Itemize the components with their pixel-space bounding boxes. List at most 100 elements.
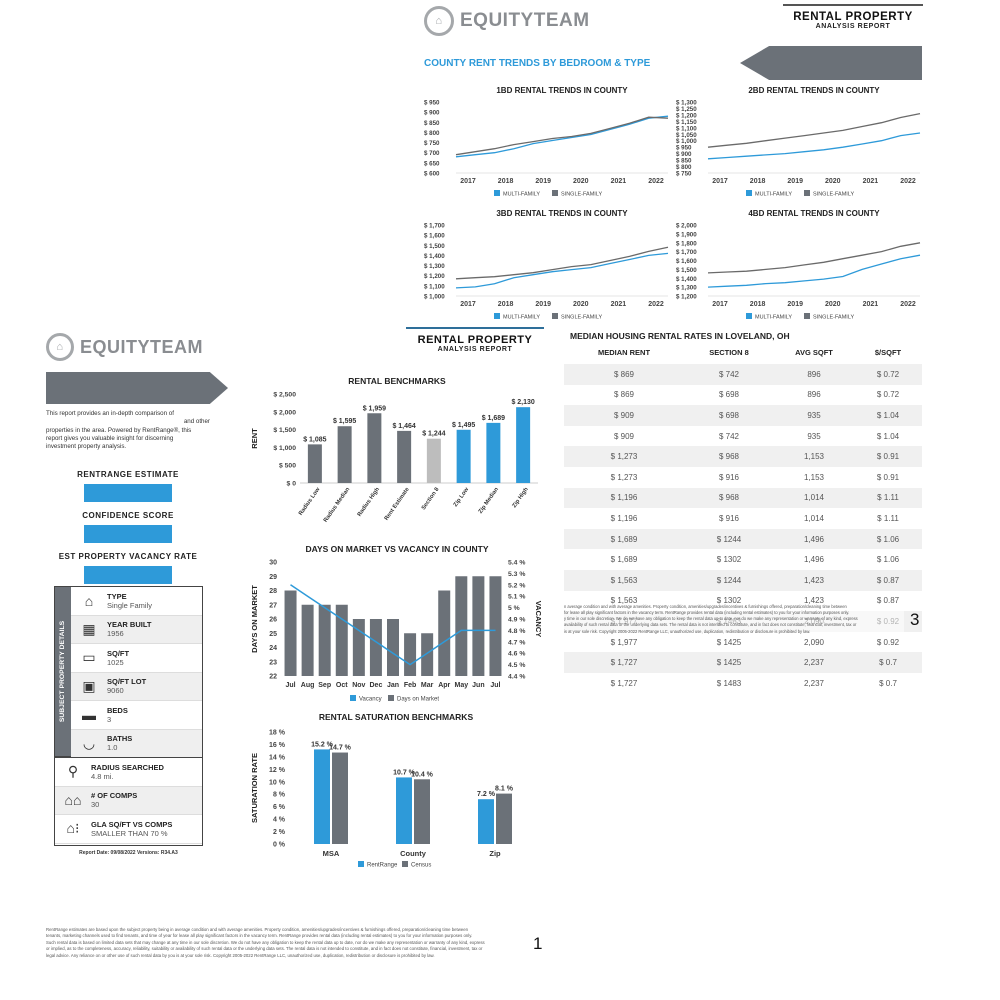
y-tick-label: 26 [269,617,277,624]
detail-value: 3 [107,714,112,724]
legend-swatch [350,695,356,701]
median-row: $ 1,196 $ 916 1,014 $ 1.11 [564,508,922,529]
y-tick-label: $ 2,500 [273,392,296,399]
y-tick-label: $ 1,050 [676,132,697,139]
y-tick-label: $ 1,200 [676,294,697,301]
y-tick-label: 28 [269,588,277,595]
median-cell: $ 1.06 [876,555,900,565]
logo-house-icon-left: ⌂ [46,333,74,361]
detail-label: SQ/FT LOT [107,677,147,687]
gla-compare-icon: ⌂⁝ [66,820,80,837]
median-row: $ 909 $ 742 935 $ 1.04 [564,426,922,447]
detail-label: YEAR BUILT [107,620,152,630]
series-line [707,242,921,274]
median-cell: $ 1,727 [564,652,684,673]
median-cell: $ 1244 [684,569,774,591]
median-cell: $ 1425 [716,637,742,647]
median-row: $ 1,563 $ 1244 1,423 $ 0.87 [564,569,922,591]
y-tick-label: $ 900 [676,151,692,158]
median-cell: $ 916 [718,513,740,523]
y-tick-label: $ 2,000 [273,409,296,416]
confidence-bar [84,525,172,543]
bar-value-label: $ 1,689 [482,415,505,422]
y-tick-label: $ 650 [424,160,440,167]
y-tick-label: $ 1,500 [424,243,445,250]
x-tick-label: MSA [323,849,340,858]
x-tick-label: 2019 [535,178,551,185]
disclaimer-line-2: tenants, marketing channels used to find… [46,933,473,939]
chart-days-vacancy: DAYS ON MARKET VS VACANCY IN COUNTY DAYS … [246,540,564,708]
bar [396,777,412,844]
x-tick-label: Radius Median [323,486,352,523]
median-cell: $ 0.72 [854,364,922,385]
bar-value-label: 7.2 % [477,791,496,798]
median-cell: $ 698 [718,390,740,400]
bar [456,429,471,483]
median-cell: $ 1.11 [877,513,899,523]
y-tick-label: $ 1,400 [424,253,445,260]
y-tick-label: 30 [269,560,277,567]
median-row: $ 869 $ 698 896 $ 0.72 [564,385,922,406]
median-cell: 2,237 [803,678,825,688]
bar [335,604,348,676]
bar [414,779,430,844]
median-cell: $ 909 [564,405,684,426]
y-tick-label: $ 1,000 [424,294,445,301]
report-header-mid: RENTAL PROPERTY ANALYSIS REPORT [406,327,544,353]
series-line [707,254,921,288]
median-row: $ 1,273 $ 968 1,153 $ 0.91 [564,446,922,467]
y-tick-label: 16 % [269,742,286,749]
disclaimer-line-3: Such rental data is based on limited dat… [46,939,485,945]
bar-value-label: $ 1,244 [422,431,445,438]
detail-row: ◡ BATHS 1.0 [71,729,202,758]
x-tick-label: 2021 [863,301,879,308]
rentrange-estimate-label: RENTRANGE ESTIMATE [77,470,179,479]
y-tick-label: 18 % [269,730,286,737]
median-cell: $ 742 [684,364,774,385]
median-row: $ 1,273 $ 916 1,153 $ 0.91 [564,467,922,488]
median-cell: $ 0.91 [854,446,922,467]
overlap-line-2: for lease all play significant factors i… [564,610,850,616]
x-tick-label: 2020 [825,301,841,308]
y-tick-label: 4 % [273,817,286,824]
y-tick-label: $ 1,200 [676,112,697,119]
legend-swatch [388,695,394,701]
median-col-price-sqft: $/SQFT [874,348,902,357]
median-cell: $ 1.04 [854,405,922,426]
median-row: $ 1,977 $ 1425 2,090 $ 0.92 [564,632,922,653]
median-cell: $ 0.92 [876,637,900,647]
median-col-sqft: AVG SQFT [795,348,833,357]
x-tick-label: Jul [490,682,500,689]
median-cell: 896 [774,364,854,385]
y-tick-label: $ 1,600 [424,233,445,240]
x-tick-label: 2022 [648,301,664,308]
y-tick-label: $ 1,700 [424,223,445,230]
y-tick-label: $ 800 [424,130,440,137]
x-tick-label: Nov [352,682,365,689]
detail-label: TYPE [107,591,127,601]
bar [455,576,468,676]
x-tick-label: Apr [438,682,450,689]
x-tick-label: Aug [301,682,315,689]
bar [307,444,322,483]
intro-line-1: This report provides an in-depth compari… [46,410,174,417]
y-tick-label: $ 1,600 [676,258,697,265]
median-cell: $ 1302 [716,596,742,606]
series-line [455,115,669,158]
median-header-row: MEDIAN RENT SECTION 8 AVG SQFT $/SQFT [564,348,922,364]
bathtub-icon: ◡ [82,734,96,751]
median-cell: $ 1,563 [610,596,638,606]
y-tick-label: $ 700 [424,150,440,157]
overlap-line-5: is at your sole risk. Copyright 2005-202… [564,628,811,634]
median-cell: $ 916 [718,472,740,482]
intro-line-2: and other [183,418,210,426]
bar [284,590,297,676]
y-tick-label: $ 1,000 [676,138,697,145]
median-cell: $ 1425 [684,652,774,673]
x-tick-label: 2020 [825,178,841,185]
y2-tick-label: 5.4 % [508,560,525,567]
x-tick-label: Radius Low [298,486,322,516]
x-tick-label: 2021 [611,178,627,185]
house-icon: ⌂ [84,592,94,609]
bar [367,413,382,483]
